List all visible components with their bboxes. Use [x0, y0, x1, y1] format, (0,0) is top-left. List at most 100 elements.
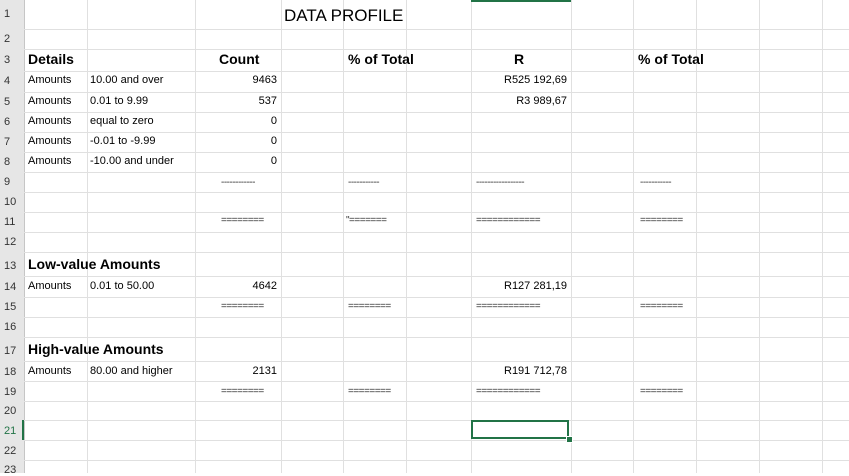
high-range[interactable]: 80.00 and higher	[90, 365, 173, 377]
row-divider	[24, 252, 849, 253]
separator-equals[interactable]: ========	[640, 301, 683, 312]
column-selection-indicator	[471, 0, 571, 2]
row-number-selected[interactable]: 21	[4, 425, 17, 437]
row-number[interactable]: 20	[4, 405, 17, 417]
low-r[interactable]: R127 281,19	[504, 280, 567, 292]
row-number[interactable]: 10	[4, 196, 17, 208]
row-divider	[24, 401, 849, 402]
row-divider	[24, 192, 849, 193]
row-divider	[24, 92, 849, 93]
row-header-column	[0, 0, 25, 473]
separator-equals[interactable]: ========	[221, 386, 264, 397]
row-divider	[24, 381, 849, 382]
row-divider	[24, 172, 849, 173]
row-number[interactable]: 14	[4, 281, 17, 293]
detail-range[interactable]: -0.01 to -9.99	[90, 135, 156, 147]
row-divider	[24, 440, 849, 441]
row-number[interactable]: 7	[4, 136, 11, 148]
section-heading-low[interactable]: Low-value Amounts	[28, 256, 161, 272]
row-number[interactable]: 3	[4, 54, 11, 66]
row-number[interactable]: 17	[4, 345, 17, 357]
detail-label[interactable]: Amounts	[28, 95, 72, 107]
detail-label[interactable]: Amounts	[28, 74, 72, 86]
row-divider	[24, 212, 849, 213]
separator-equals[interactable]: ========	[348, 386, 391, 397]
detail-r[interactable]: R525 192,69	[504, 74, 567, 86]
row-number[interactable]: 9	[4, 176, 11, 188]
row-divider	[24, 112, 849, 113]
separator-equals[interactable]: ============	[476, 301, 541, 312]
active-cell[interactable]	[471, 420, 569, 439]
separator-equals[interactable]: ============	[476, 215, 541, 226]
separator-dashes[interactable]: -----------	[640, 177, 672, 188]
detail-range[interactable]: -10.00 and under	[90, 155, 174, 167]
detail-range[interactable]: 10.00 and over	[90, 74, 164, 86]
row-divider	[24, 276, 849, 277]
row-number[interactable]: 13	[4, 260, 17, 272]
detail-count[interactable]: 0	[270, 115, 277, 127]
low-count[interactable]: 4642	[252, 280, 277, 292]
row-number[interactable]: 4	[4, 75, 11, 87]
row-number[interactable]: 23	[4, 464, 17, 476]
detail-label[interactable]: Amounts	[28, 155, 72, 167]
low-label[interactable]: Amounts	[28, 280, 72, 292]
separator-equals[interactable]: ========	[640, 215, 683, 226]
header-count[interactable]: Count	[219, 51, 260, 67]
separator-equals[interactable]: ========	[348, 301, 391, 312]
detail-count[interactable]: 0	[270, 135, 277, 147]
row-selection-indicator	[22, 420, 24, 440]
detail-range[interactable]: 0.01 to 9.99	[90, 95, 149, 107]
detail-r[interactable]: R3 989,67	[516, 95, 567, 107]
row-number[interactable]: 1	[4, 8, 11, 20]
column-divider	[87, 0, 88, 473]
detail-count[interactable]: 9463	[252, 74, 277, 86]
column-divider	[406, 0, 407, 473]
row-number[interactable]: 8	[4, 156, 11, 168]
row-number[interactable]: 2	[4, 33, 11, 45]
row-divider	[24, 71, 849, 72]
separator-dashes[interactable]: -----------------	[476, 177, 525, 188]
header-r[interactable]: R	[514, 51, 525, 67]
row-number[interactable]: 19	[4, 386, 17, 398]
high-count[interactable]: 2131	[252, 365, 277, 377]
row-divider	[24, 317, 849, 318]
row-divider	[24, 152, 849, 153]
low-range[interactable]: 0.01 to 50.00	[90, 280, 155, 292]
detail-label[interactable]: Amounts	[28, 135, 72, 147]
separator-equals[interactable]: ========	[221, 301, 264, 312]
detail-count[interactable]: 0	[270, 155, 277, 167]
header-details[interactable]: Details	[28, 51, 74, 67]
fill-handle[interactable]	[566, 436, 573, 443]
separator-dashes[interactable]: -----------	[348, 177, 380, 188]
separator-equals[interactable]: "=======	[346, 215, 387, 226]
detail-range[interactable]: equal to zero	[90, 115, 154, 127]
header-pct-total-2[interactable]: % of Total	[638, 51, 704, 67]
separator-equals[interactable]: ========	[640, 386, 683, 397]
section-heading-high[interactable]: High-value Amounts	[28, 341, 164, 357]
column-divider	[281, 0, 282, 473]
high-r[interactable]: R191 712,78	[504, 365, 567, 377]
separator-equals[interactable]: ============	[476, 386, 541, 397]
row-divider	[24, 232, 849, 233]
detail-label[interactable]: Amounts	[28, 115, 72, 127]
column-divider	[822, 0, 823, 473]
row-divider	[24, 361, 849, 362]
column-divider	[195, 0, 196, 473]
row-divider	[24, 420, 849, 421]
row-number[interactable]: 11	[4, 216, 16, 228]
row-number[interactable]: 22	[4, 445, 17, 457]
row-divider	[24, 337, 849, 338]
row-number[interactable]: 6	[4, 116, 11, 128]
separator-dashes[interactable]: ------------	[221, 177, 255, 188]
high-label[interactable]: Amounts	[28, 365, 72, 377]
row-number[interactable]: 18	[4, 366, 17, 378]
separator-equals[interactable]: ========	[221, 215, 264, 226]
row-number[interactable]: 12	[4, 236, 17, 248]
row-number[interactable]: 5	[4, 96, 11, 108]
row-number[interactable]: 16	[4, 321, 17, 333]
detail-count[interactable]: 537	[258, 95, 277, 107]
sheet-title[interactable]: DATA PROFILE	[284, 6, 404, 25]
header-pct-total[interactable]: % of Total	[348, 51, 414, 67]
row-number[interactable]: 15	[4, 301, 17, 313]
